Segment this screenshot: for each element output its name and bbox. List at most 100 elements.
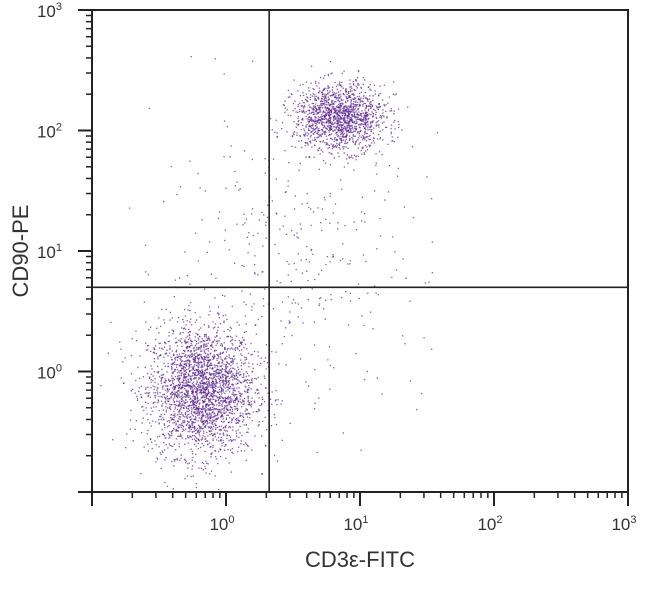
event-dot bbox=[331, 133, 333, 135]
event-dot bbox=[365, 116, 367, 118]
event-dot bbox=[355, 105, 358, 107]
event-dot bbox=[174, 357, 176, 359]
event-dot bbox=[394, 94, 396, 96]
event-dot bbox=[285, 327, 287, 329]
event-dot bbox=[220, 455, 222, 458]
event-dot bbox=[200, 397, 202, 399]
event-dot bbox=[151, 447, 153, 450]
event-dot bbox=[342, 128, 344, 130]
event-dot bbox=[336, 124, 338, 126]
event-dot bbox=[360, 119, 362, 122]
event-dot bbox=[200, 382, 203, 385]
event-dot bbox=[345, 129, 347, 131]
event-dot bbox=[278, 253, 280, 255]
event-dot bbox=[215, 277, 217, 279]
event-dot bbox=[185, 369, 187, 372]
event-dot bbox=[141, 431, 143, 434]
event-dot bbox=[186, 420, 189, 422]
event-dot bbox=[172, 364, 174, 366]
event-dot bbox=[320, 149, 322, 151]
event-dot bbox=[379, 217, 381, 220]
event-dot bbox=[355, 85, 357, 88]
event-dot bbox=[344, 117, 346, 119]
event-dot bbox=[348, 156, 350, 158]
event-dot bbox=[318, 105, 320, 107]
event-dot bbox=[197, 368, 199, 370]
event-dot bbox=[238, 324, 240, 326]
event-dot bbox=[211, 452, 213, 454]
event-dot bbox=[212, 341, 214, 343]
event-dot bbox=[158, 332, 160, 334]
event-dot bbox=[209, 422, 211, 424]
event-dot bbox=[338, 94, 340, 96]
event-dot bbox=[204, 411, 207, 413]
event-dot bbox=[316, 121, 319, 123]
event-dot bbox=[197, 366, 200, 368]
event-dot bbox=[226, 372, 229, 374]
event-dot bbox=[245, 423, 247, 426]
event-dot bbox=[338, 109, 340, 111]
event-dot bbox=[326, 107, 328, 109]
event-dot bbox=[186, 346, 188, 348]
event-dot bbox=[365, 112, 367, 115]
event-dot bbox=[315, 140, 317, 142]
event-dot bbox=[202, 399, 204, 402]
event-dot bbox=[214, 371, 216, 373]
event-dot bbox=[219, 384, 221, 386]
event-dot bbox=[186, 347, 188, 350]
event-dot bbox=[346, 141, 349, 143]
event-dot bbox=[204, 383, 206, 385]
event-dot bbox=[322, 124, 324, 126]
event-dot bbox=[276, 460, 279, 462]
event-dot bbox=[261, 315, 263, 318]
event-dot bbox=[185, 360, 188, 362]
event-dot bbox=[225, 401, 227, 403]
event-dot bbox=[183, 363, 185, 365]
event-dot bbox=[333, 146, 335, 148]
event-dot bbox=[364, 137, 366, 139]
event-dot bbox=[236, 409, 239, 411]
event-dot bbox=[206, 383, 208, 385]
event-dot bbox=[183, 374, 185, 376]
event-dot bbox=[194, 372, 197, 374]
event-dot bbox=[372, 112, 374, 115]
event-dot bbox=[149, 422, 151, 424]
event-dot bbox=[343, 110, 345, 112]
event-dot bbox=[345, 135, 347, 138]
event-dot bbox=[351, 121, 354, 123]
event-dot bbox=[366, 116, 368, 118]
event-dot bbox=[226, 361, 228, 363]
event-dot bbox=[242, 416, 245, 419]
event-dot bbox=[317, 112, 319, 115]
event-dot bbox=[378, 126, 380, 128]
event-dot bbox=[220, 420, 223, 422]
event-dot bbox=[163, 356, 165, 358]
event-dot bbox=[332, 255, 335, 257]
event-dot bbox=[271, 129, 273, 131]
event-dot bbox=[338, 114, 340, 116]
event-dot bbox=[308, 126, 310, 128]
event-dot bbox=[360, 136, 363, 138]
event-dot bbox=[198, 440, 200, 442]
event-dot bbox=[224, 405, 226, 407]
event-dot bbox=[167, 433, 169, 435]
event-dot bbox=[274, 416, 276, 419]
event-dot bbox=[344, 119, 346, 121]
event-dot bbox=[314, 106, 316, 109]
event-dot bbox=[227, 375, 229, 377]
event-dot bbox=[169, 398, 171, 400]
event-dot bbox=[167, 365, 169, 368]
event-dot bbox=[322, 89, 324, 92]
event-dot bbox=[233, 412, 235, 415]
event-dot bbox=[329, 95, 331, 97]
event-dot bbox=[136, 395, 138, 398]
event-dot bbox=[332, 145, 334, 147]
event-dot bbox=[317, 105, 319, 107]
event-dot bbox=[190, 318, 192, 320]
event-dot bbox=[354, 143, 356, 146]
event-dot bbox=[147, 419, 149, 421]
event-dot bbox=[173, 385, 175, 387]
event-dot bbox=[330, 152, 332, 155]
event-dot bbox=[295, 126, 297, 128]
event-dot bbox=[314, 107, 317, 109]
